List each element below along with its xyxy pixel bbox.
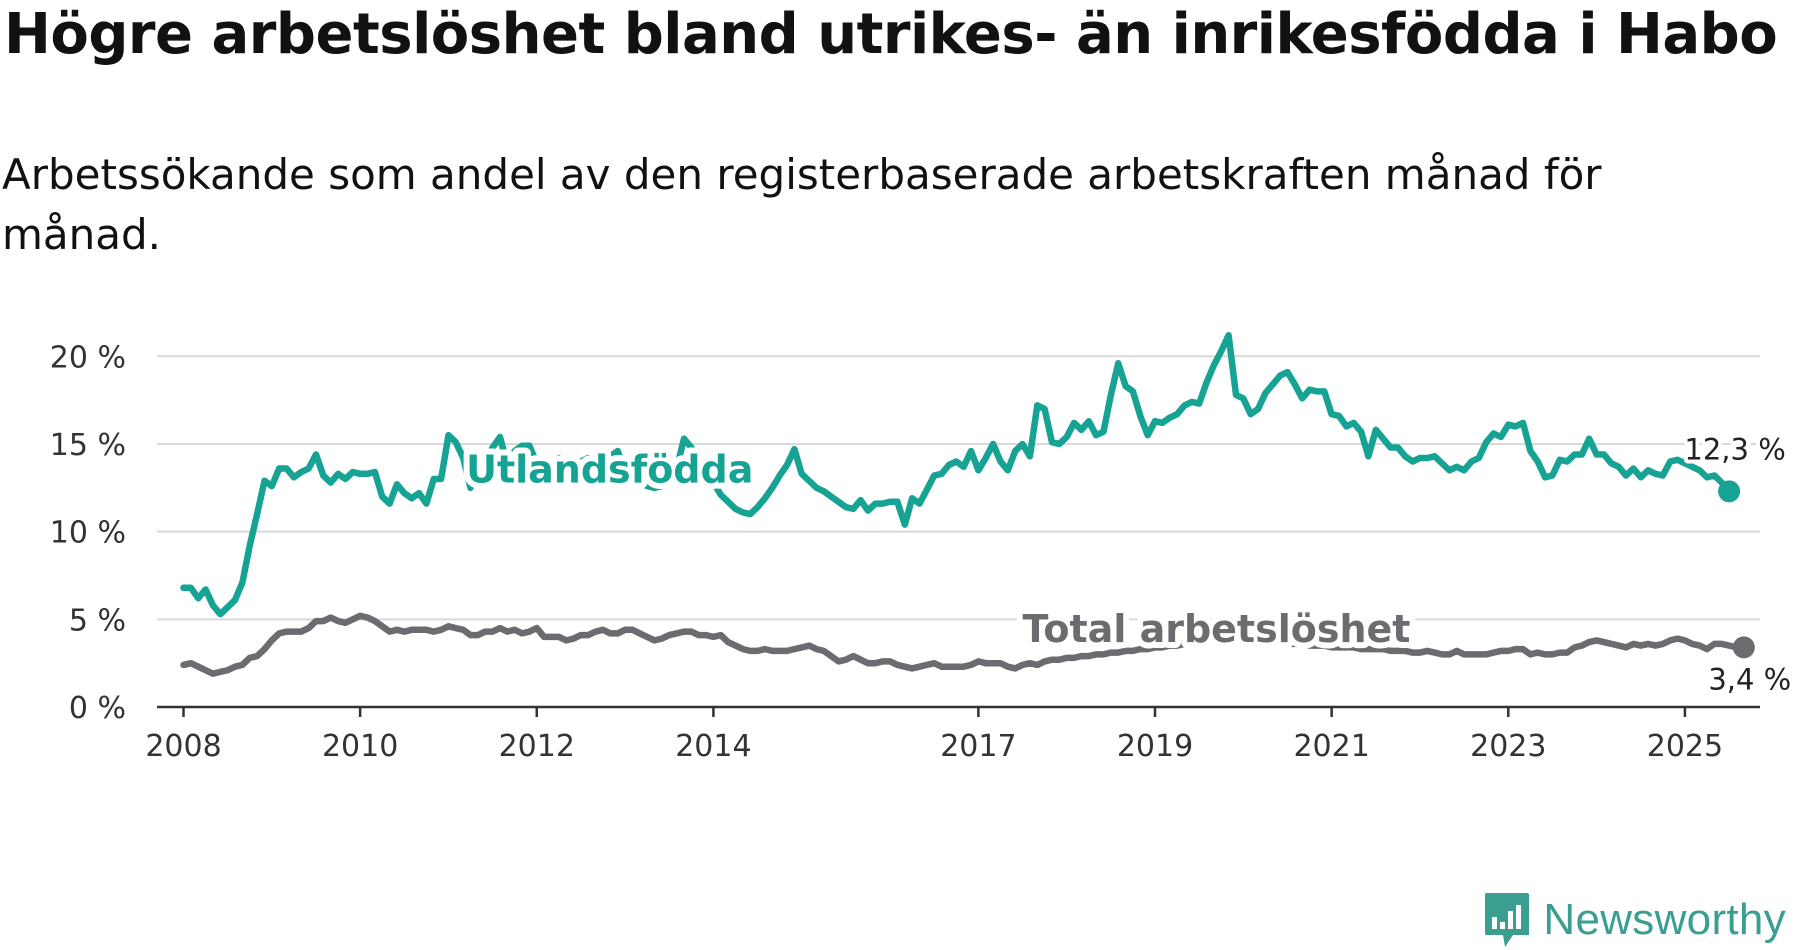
y-axis-ticks: 0 % 5 % 10 % 15 % 20 % [50,340,126,726]
series-lines [180,332,1755,677]
chart-subtitle: Arbetssökande som andel av den registerb… [2,150,1602,259]
y-tick-label: 15 % [50,428,126,463]
series-direct-label: Total arbetslöshet [1023,607,1411,651]
chart-title: Högre arbetslöshet bland utrikes- än inr… [4,2,1778,67]
series-line-utlandsfödda [180,332,1733,618]
end-point-marker [1732,636,1755,659]
series-labels: Utlandsfödda 12,3 % Total arbetslöshet 3,4 … [460,428,1795,700]
y-tick-label: 5 % [69,603,126,638]
y-tick-label: 20 % [50,340,126,375]
x-tick-label: 2008 [145,729,221,764]
series-line-total-arbetslöshet [180,612,1748,677]
newsworthy-logo: Newsworthy [1483,890,1786,950]
end-point-marker [1718,480,1741,503]
series-direct-label: Utlandsfödda [466,448,753,492]
x-tick-label: 2025 [1647,729,1723,764]
end-value-label: 3,4 % [1708,662,1791,696]
x-tick-label: 2014 [675,729,751,764]
x-axis-ticks: 2008 2010 2012 2014 2017 2019 2021 2023 2025 [145,707,1723,764]
end-value-label: 12,3 % [1684,432,1785,466]
y-tick-label: 10 % [50,516,126,551]
gridlines [157,355,1760,709]
x-tick-label: 2019 [1117,729,1193,764]
y-tick-label: 0 % [69,691,126,726]
x-tick-label: 2012 [499,729,575,764]
x-tick-label: 2023 [1470,729,1546,764]
x-tick-label: 2021 [1293,729,1369,764]
x-tick-label: 2017 [940,729,1016,764]
bar-chart-badge-icon [1485,893,1530,947]
x-tick-label: 2010 [322,729,398,764]
brand-name: Newsworthy [1543,895,1786,944]
